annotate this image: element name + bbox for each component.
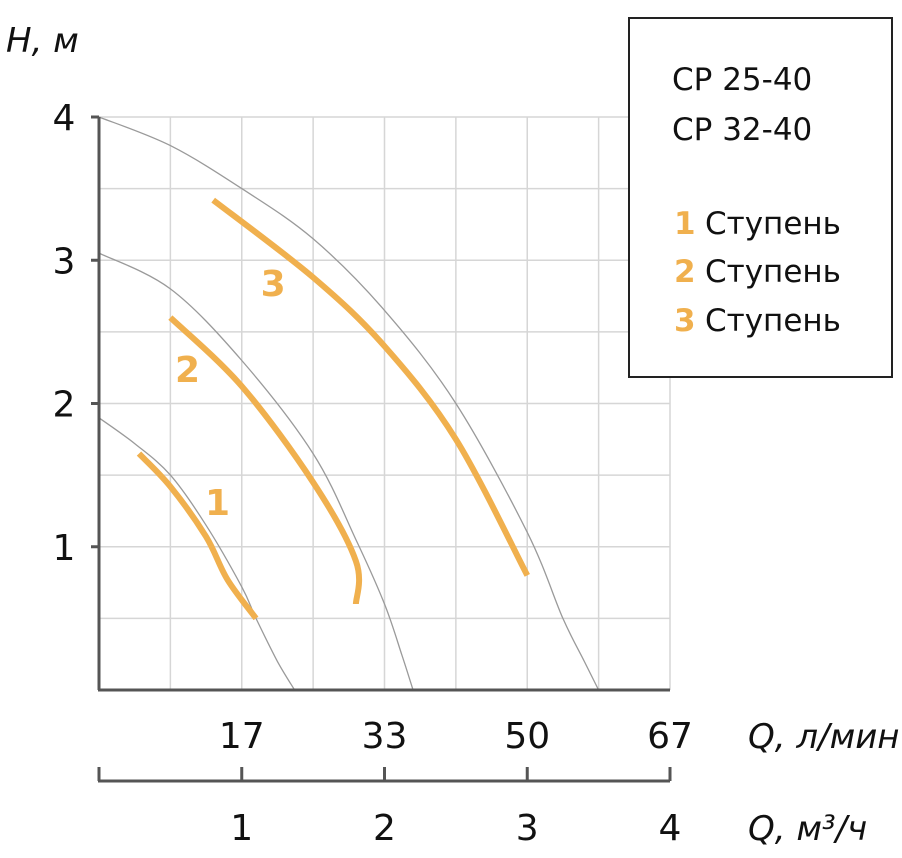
x-axis-bottom-title: Q, м³/ч <box>748 809 867 849</box>
x-top-tick-label: 17 <box>219 716 265 757</box>
x-axis-top-title: Q, л/мин <box>748 717 900 757</box>
y-tick-label: 4 <box>53 98 76 139</box>
curve-2-working-range <box>168 315 363 605</box>
x-top-tick-label: 33 <box>362 716 408 757</box>
x-bottom-tick-label: 3 <box>516 808 539 849</box>
legend-box <box>628 17 893 378</box>
legend-entry-1-label: Ступень <box>705 206 841 242</box>
legend-entry-2-num: 2 <box>674 254 696 290</box>
x-bottom-tick-label: 2 <box>373 808 396 849</box>
curve-3-label: 3 <box>261 264 286 305</box>
curve-1-full <box>98 417 296 691</box>
x-top-ticks: 17 33 50 67 <box>219 716 693 757</box>
legend-entry-2-label: Ступень <box>705 254 841 290</box>
legend-model-2: CP 32-40 <box>672 112 812 148</box>
curve-1-label: 1 <box>205 483 230 524</box>
x-bottom-tick-label: 1 <box>230 808 253 849</box>
y-tick-label: 2 <box>53 385 76 426</box>
curve-2-full <box>98 252 414 691</box>
legend: CP 25-40 CP 32-40 1 Ступень 2 Ступень 3 … <box>628 17 893 378</box>
x-top-tick-label: 67 <box>647 716 693 757</box>
curve-2-label: 2 <box>175 350 200 391</box>
y-tick-label: 1 <box>53 528 76 569</box>
curve-3-working-range <box>211 197 530 577</box>
x-bottom-tick-label: 4 <box>659 808 682 849</box>
curves: 1 2 3 <box>98 116 600 691</box>
legend-entry-1-num: 1 <box>674 206 696 242</box>
curve-3-full <box>98 116 600 691</box>
y-ticks: 1 2 3 4 <box>53 98 99 569</box>
y-axis-title: H, м <box>6 21 79 61</box>
legend-entry-3-num: 3 <box>674 303 696 339</box>
curve-1-working-range <box>136 451 259 621</box>
legend-model-1: CP 25-40 <box>672 62 812 98</box>
legend-entry-3-label: Ступень <box>705 303 841 339</box>
y-tick-label: 3 <box>53 241 76 282</box>
x-top-tick-label: 50 <box>504 716 550 757</box>
x-bottom-ticks: 1 2 3 4 <box>97 767 682 849</box>
